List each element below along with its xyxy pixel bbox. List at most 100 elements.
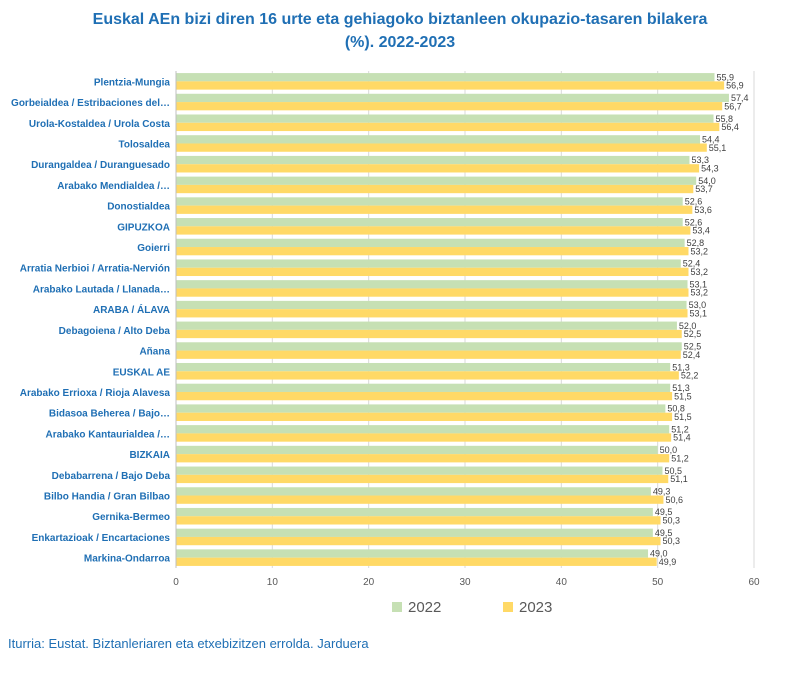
bar-2022 bbox=[176, 528, 653, 537]
data-label-2023: 56,4 bbox=[721, 122, 739, 132]
data-label-2022: 54,0 bbox=[698, 176, 716, 186]
bar-2022 bbox=[176, 300, 687, 310]
bar-chart: 0 10 20 30 40 50 60 Plentzia-Mungia 55,956,9 Gorb… bbox=[11, 71, 760, 616]
category-label: Gorbeialdea / Estribaciones del… bbox=[11, 98, 170, 109]
category-label: Durangaldea / Duranguesado bbox=[31, 160, 170, 171]
category-label: Urola-Kostaldea / Urola Costa bbox=[29, 119, 171, 130]
legend-swatch-2023 bbox=[503, 602, 513, 612]
bar-2022 bbox=[176, 155, 690, 165]
bar-2023 bbox=[176, 164, 700, 173]
bar-2022 bbox=[176, 362, 671, 372]
legend-swatch-2022 bbox=[392, 602, 402, 612]
data-label-2022: 50,0 bbox=[660, 445, 678, 455]
bar-2023 bbox=[176, 288, 689, 297]
category-label: Debagoiena / Alto Deba bbox=[59, 326, 171, 337]
bar-2022 bbox=[176, 218, 683, 227]
bar-2022 bbox=[176, 342, 682, 351]
bar-2023 bbox=[176, 454, 670, 463]
data-label-2022: 52,0 bbox=[679, 321, 697, 331]
data-label-2022: 51,2 bbox=[671, 424, 689, 434]
bar-2023 bbox=[176, 536, 661, 546]
title-line-2: (%). 2022-2023 bbox=[344, 34, 456, 51]
data-label-2023: 56,9 bbox=[726, 81, 744, 91]
bar-2022 bbox=[176, 135, 701, 144]
data-label-2022: 55,8 bbox=[716, 114, 734, 124]
data-label-2022: 49,5 bbox=[655, 507, 673, 517]
x-tick-label: 20 bbox=[363, 577, 375, 588]
bar-2023 bbox=[176, 267, 689, 277]
chart-title: Euskal AEn bizi diren 16 urte eta gehiag… bbox=[0, 8, 800, 54]
bar-2023 bbox=[176, 247, 689, 256]
x-tick-label: 30 bbox=[459, 577, 471, 588]
category-label: ARABA / ÁLAVA bbox=[93, 303, 170, 316]
data-label-2022: 50,8 bbox=[667, 404, 685, 414]
bar-2023 bbox=[176, 309, 688, 318]
category-label: Arabako Mendialdea /… bbox=[57, 181, 170, 192]
bar-2023 bbox=[176, 412, 673, 421]
data-label-2023: 50,3 bbox=[663, 536, 681, 546]
data-label-2023: 54,3 bbox=[701, 163, 719, 173]
category-label: Arabako Lautada / Llanada… bbox=[33, 284, 170, 295]
category-label: BIZKAIA bbox=[129, 450, 170, 461]
bar-2023 bbox=[176, 143, 707, 152]
category-label: Enkartazioak / Encartaciones bbox=[32, 533, 171, 544]
category-label: Arratia Nerbioi / Arratia-Nervión bbox=[20, 264, 170, 275]
bar-2022 bbox=[176, 197, 683, 206]
category-label: Bidasoa Beherea / Bajo… bbox=[49, 409, 170, 420]
data-label-2022: 53,1 bbox=[690, 279, 708, 289]
data-label-2022: 53,3 bbox=[691, 155, 709, 165]
x-tick-label: 10 bbox=[267, 577, 279, 588]
category-label: GIPUZKOA bbox=[117, 222, 170, 233]
data-label-2022: 52,5 bbox=[684, 342, 702, 352]
bar-2022 bbox=[176, 259, 681, 268]
data-label-2022: 52,6 bbox=[685, 197, 703, 207]
bar-2023 bbox=[176, 205, 693, 214]
bar-2023 bbox=[176, 226, 691, 235]
bar-2022 bbox=[176, 445, 658, 455]
x-tick-label: 50 bbox=[652, 577, 664, 588]
bar-2022 bbox=[176, 73, 715, 82]
bar-2022 bbox=[176, 321, 677, 330]
data-label-2023: 53,1 bbox=[690, 308, 708, 318]
data-label-2023: 49,9 bbox=[659, 557, 677, 567]
bar-2022 bbox=[176, 404, 666, 413]
legend-label-2022: 2022 bbox=[408, 599, 441, 616]
category-label: Donostialdea bbox=[107, 202, 170, 213]
x-tick-label: 0 bbox=[173, 577, 179, 588]
bar-2023 bbox=[176, 350, 681, 359]
bar-2023 bbox=[176, 516, 661, 525]
x-tick-label: 40 bbox=[556, 577, 568, 588]
data-label-2022: 49,0 bbox=[650, 549, 668, 559]
data-label-2023: 56,7 bbox=[724, 101, 742, 111]
bar-2022 bbox=[176, 93, 729, 103]
legend-label-2023: 2023 bbox=[519, 599, 552, 616]
data-label-2023: 52,5 bbox=[684, 329, 702, 339]
category-label: Bilbo Handia / Gran Bilbao bbox=[44, 492, 170, 503]
data-label-2023: 51,5 bbox=[674, 412, 692, 422]
bar-2022 bbox=[176, 383, 671, 392]
bar-2022 bbox=[176, 280, 688, 289]
data-label-2023: 53,2 bbox=[690, 288, 708, 298]
data-label-2023: 51,1 bbox=[670, 474, 688, 484]
data-label-2022: 52,8 bbox=[687, 238, 705, 248]
bar-2023 bbox=[176, 371, 679, 380]
category-label: Arabako Kantauri­aldea /… bbox=[46, 429, 170, 440]
category-label: Goierri bbox=[137, 243, 170, 254]
data-label-2023: 52,2 bbox=[681, 371, 699, 381]
data-label-2022: 51,3 bbox=[672, 383, 690, 393]
bar-2022 bbox=[176, 425, 670, 434]
bar-2022 bbox=[176, 549, 649, 558]
data-label-2023: 51,4 bbox=[673, 433, 691, 443]
bar-2022 bbox=[176, 507, 653, 517]
bar-2023 bbox=[176, 557, 657, 566]
data-label-2023: 51,5 bbox=[674, 391, 692, 401]
category-label: Plentzia-Mungia bbox=[94, 77, 171, 88]
data-label-2023: 55,1 bbox=[709, 143, 727, 153]
bar-2022 bbox=[176, 176, 697, 185]
category-label: Tolosaldea bbox=[119, 139, 171, 150]
bar-2023 bbox=[176, 184, 694, 194]
data-label-2023: 53,6 bbox=[694, 205, 712, 215]
bar-2023 bbox=[176, 102, 723, 111]
data-label-2022: 49,5 bbox=[655, 528, 673, 538]
data-label-2022: 57,4 bbox=[731, 93, 749, 103]
